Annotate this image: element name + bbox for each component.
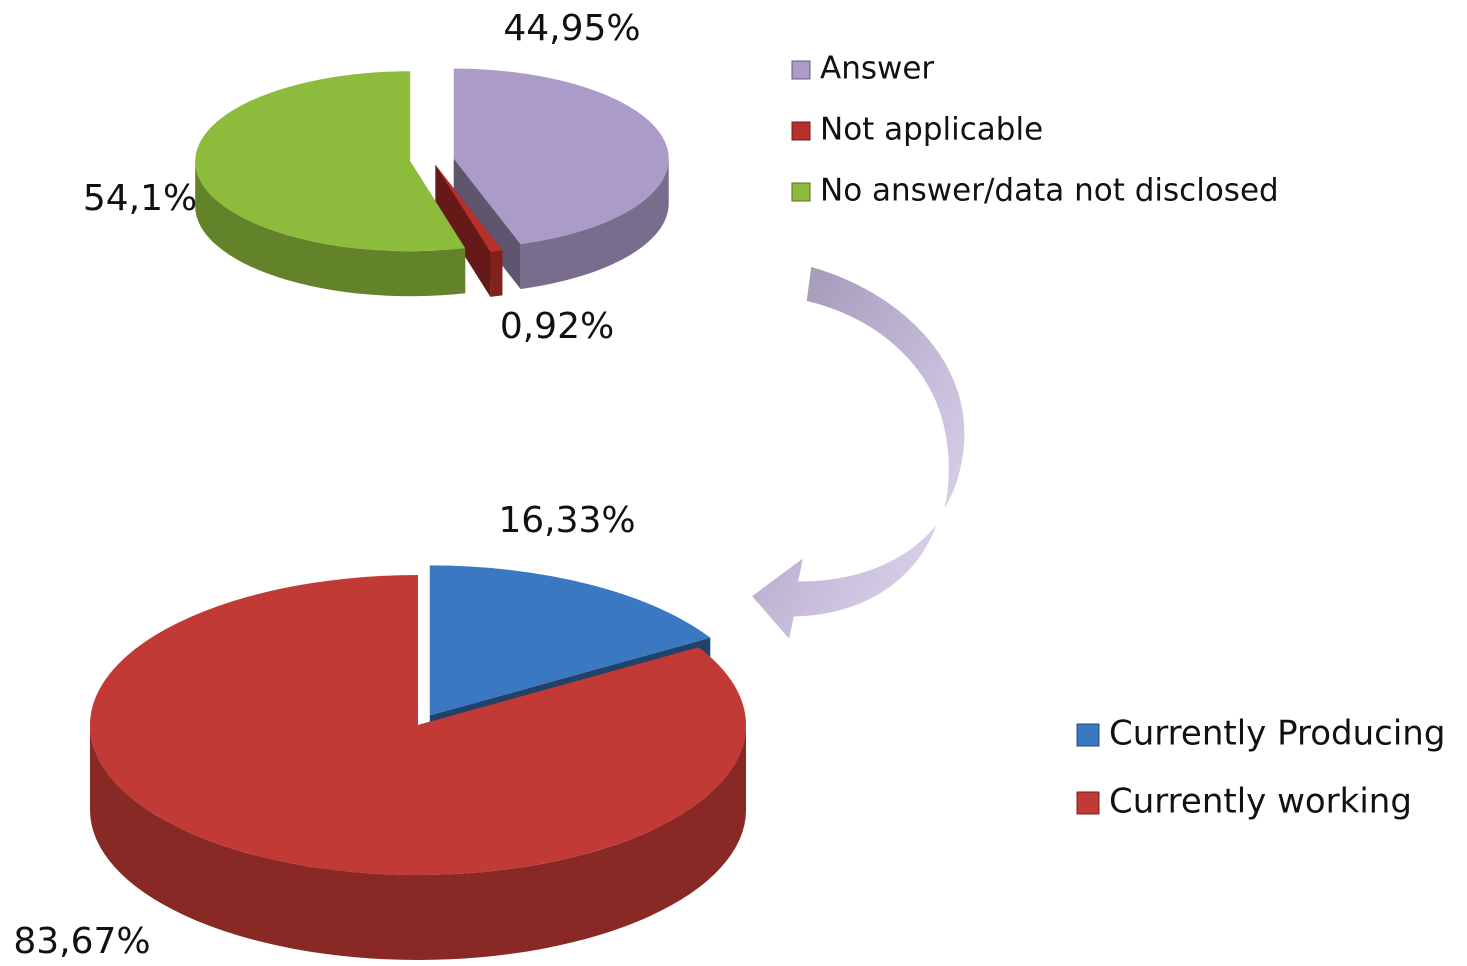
slice-side [520,158,669,290]
slice-cut-face [435,164,491,297]
slice-side [490,250,503,297]
legend-label: Currently Producing [1109,714,1445,754]
value-label: 0,92% [500,306,614,347]
slice [453,68,669,245]
legend-label: No answer/data not disclosed [820,173,1279,209]
legend-swatch [791,121,811,141]
slice [429,565,711,716]
legend-swatch [791,182,811,202]
value-label: 54,1% [83,178,197,219]
legend-swatch [1076,723,1100,747]
value-label: 44,95% [503,8,640,49]
legend-label: Not applicable [820,112,1043,148]
value-label: 83,67% [13,921,150,962]
slice-cut-face [453,158,521,290]
slice [195,71,466,252]
slice [435,164,503,252]
legend-label: Answer [820,51,934,87]
slice [89,575,746,875]
legend-swatch [791,60,811,80]
slice-side [90,725,746,960]
flow-arrow [747,263,968,646]
legend-label: Currently working [1109,782,1412,822]
legend-swatch [1076,791,1100,815]
value-label: 16,33% [498,500,635,541]
slice-side [195,161,466,297]
